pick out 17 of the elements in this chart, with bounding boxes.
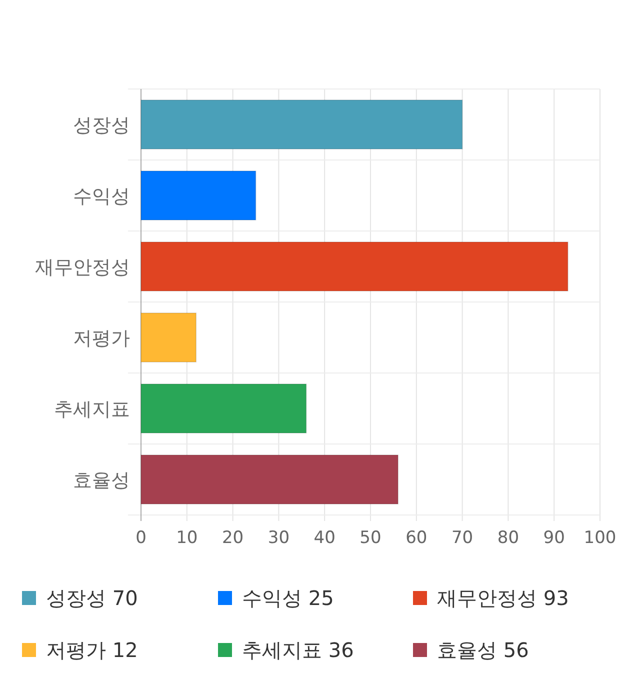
- y-tick-label: 저평가: [73, 328, 130, 350]
- x-tick-label: 80: [497, 528, 520, 548]
- y-tick-label: 재무안정성: [35, 256, 130, 278]
- x-tick-label: 60: [406, 528, 428, 548]
- x-tick-label: 20: [222, 528, 244, 548]
- x-tick-label: 40: [314, 528, 336, 548]
- y-tick-label: 수익성: [73, 186, 130, 208]
- x-tick-label: 50: [360, 528, 382, 548]
- y-tick-label: 성장성: [73, 114, 130, 136]
- x-tick-label: 100: [584, 528, 616, 548]
- x-tick-label: 0: [136, 528, 146, 548]
- y-tick-label: 효율성: [73, 470, 130, 492]
- x-tick-label: 10: [176, 528, 198, 548]
- x-tick-label: 70: [451, 528, 474, 548]
- x-tick-label: 30: [268, 528, 290, 548]
- x-tick-label: 90: [543, 528, 565, 548]
- y-tick-label: 추세지표: [54, 398, 130, 420]
